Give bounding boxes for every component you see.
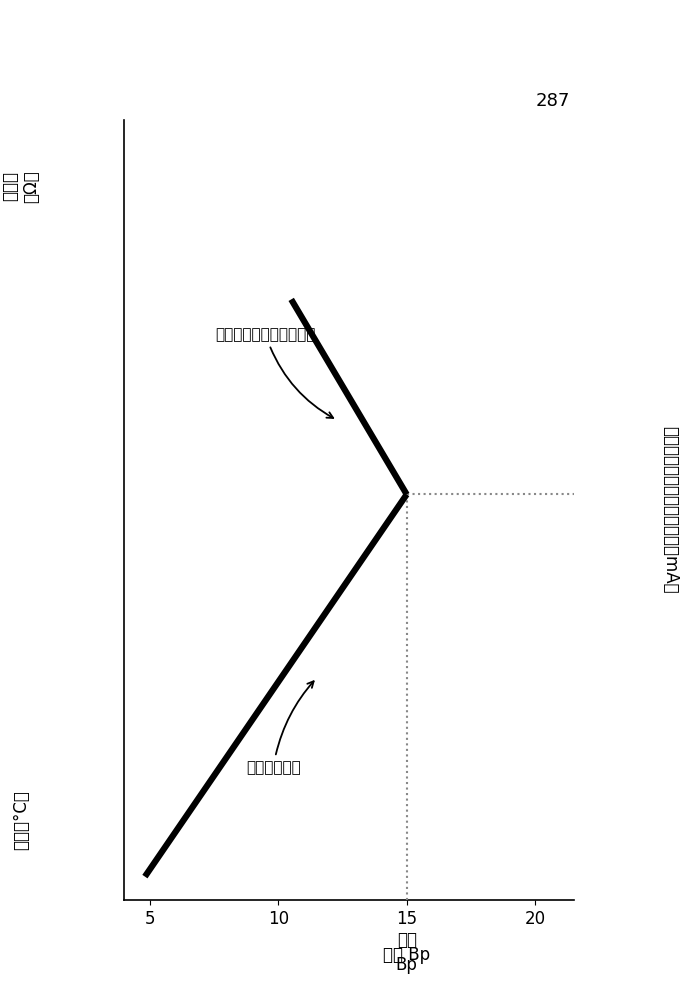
Text: 永点 Bp: 永点 Bp — [383, 946, 430, 964]
Text: 热产生部分的热容量减小: 热产生部分的热容量减小 — [216, 327, 333, 418]
Text: Bp: Bp — [396, 956, 417, 974]
Text: 287: 287 — [536, 92, 570, 110]
Text: 施加到热产生部分的电流値（mA）: 施加到热产生部分的电流値（mA） — [661, 426, 679, 594]
Text: 电阻値
（Ω）: 电阻値 （Ω） — [1, 170, 40, 203]
Text: 沸点: 沸点 — [397, 931, 417, 949]
Text: 温度（°C）: 温度（°C） — [12, 790, 30, 850]
Text: 相变材料蒸发: 相变材料蒸发 — [246, 681, 314, 775]
